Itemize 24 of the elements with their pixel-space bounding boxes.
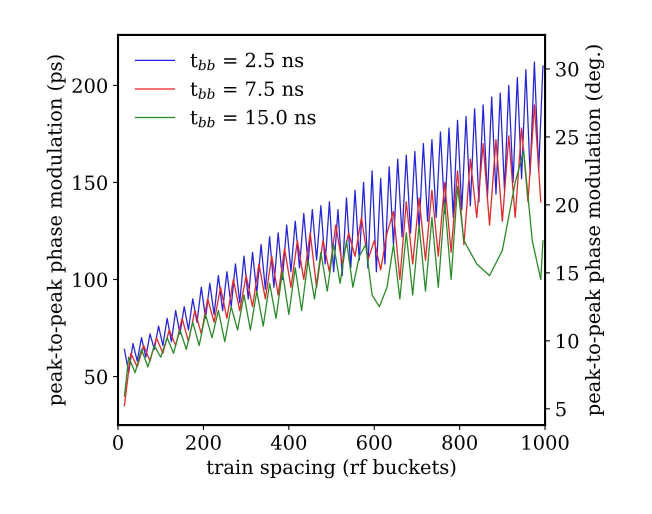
x-tick-label: 200 xyxy=(186,435,221,450)
y2-tick-label: 10 xyxy=(557,334,578,348)
x-tick-label: 0 xyxy=(113,435,123,450)
line-series xyxy=(124,150,544,397)
y-axis-title: peak-to-peak phase modulation (ps) xyxy=(46,55,66,406)
x-tick-label: 600 xyxy=(356,435,392,450)
y-tick-label: 50 xyxy=(85,370,107,384)
x-tick-label: 800 xyxy=(442,435,477,450)
y2-axis-title: peak-to-peak phase modulation (deg.) xyxy=(585,45,604,416)
x-tick-label: 1000 xyxy=(522,435,569,450)
x-axis-title: train spacing (rf buckets) xyxy=(206,459,456,478)
y2-tick-label: 20 xyxy=(556,198,578,213)
y2-tick-label: 15 xyxy=(557,266,578,280)
x-tick-label: 400 xyxy=(270,435,306,450)
legend-label: t$_{bb}$ = 2.5 ns xyxy=(190,52,304,70)
y-tick-label: 150 xyxy=(74,175,107,190)
y2-tick-label: 30 xyxy=(556,62,578,77)
y-tick-label: 200 xyxy=(72,78,107,94)
legend-label: t$_{bb}$ = 15.0 ns xyxy=(190,110,316,128)
y2-tick-label: 5 xyxy=(556,402,566,416)
y-tick-label: 100 xyxy=(74,272,107,288)
legend-label: t$_{bb}$ = 7.5 ns xyxy=(190,82,304,99)
line-series xyxy=(124,104,542,406)
y2-tick-label: 25 xyxy=(556,130,578,145)
